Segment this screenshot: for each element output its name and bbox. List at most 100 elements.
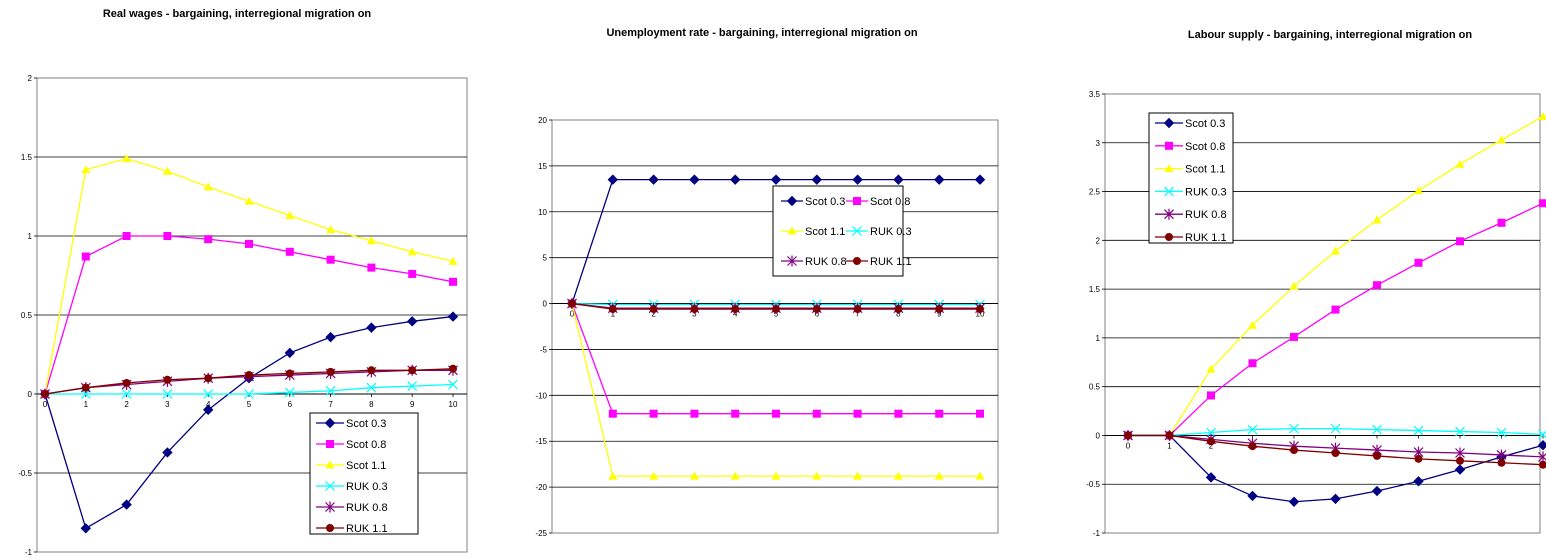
data-point bbox=[406, 316, 418, 327]
x-tick-label: 1 bbox=[1167, 441, 1172, 450]
legend-marker bbox=[326, 524, 334, 532]
series-scot-0-3 bbox=[566, 174, 986, 309]
data-point bbox=[812, 305, 821, 314]
x-tick-label: 7 bbox=[328, 400, 333, 409]
legend-marker bbox=[853, 257, 861, 265]
data-point bbox=[204, 235, 213, 244]
data-point bbox=[1289, 281, 1299, 290]
data-point bbox=[893, 471, 903, 480]
y-tick-label: -1 bbox=[25, 548, 33, 557]
data-point bbox=[122, 154, 132, 163]
x-tick-label: 0 bbox=[43, 400, 48, 409]
data-point bbox=[608, 305, 617, 314]
data-point bbox=[1454, 464, 1466, 475]
data-point bbox=[811, 174, 823, 185]
y-tick-label: -0.5 bbox=[1086, 480, 1100, 489]
legend-label: RUK 0.8 bbox=[346, 502, 388, 514]
data-point bbox=[935, 409, 944, 418]
data-point bbox=[1413, 425, 1424, 436]
legend-entry-scot-0-3: Scot 0.3 bbox=[316, 417, 386, 430]
legend-marker bbox=[786, 195, 798, 207]
legend-marker bbox=[1164, 164, 1174, 173]
data-point bbox=[1497, 218, 1506, 227]
x-tick-label: 4 bbox=[733, 310, 738, 319]
legend-entry-scot-1-1: Scot 1.1 bbox=[781, 226, 845, 238]
y-tick-label: -10 bbox=[535, 391, 547, 400]
data-point bbox=[1207, 391, 1215, 400]
x-tick-label: 3 bbox=[165, 400, 170, 409]
legend-marker bbox=[1163, 117, 1175, 129]
data-point bbox=[162, 166, 172, 175]
legend-marker bbox=[324, 417, 336, 429]
y-tick-label: -25 bbox=[535, 529, 547, 538]
legend-label: RUK 0.8 bbox=[805, 256, 847, 268]
legend-marker bbox=[326, 440, 334, 448]
x-tick-label: 9 bbox=[937, 310, 942, 319]
legend-entry-scot-0-8: Scot 0.8 bbox=[1155, 141, 1225, 153]
data-point bbox=[448, 256, 458, 265]
y-tick-label: -1 bbox=[1093, 529, 1101, 538]
y-tick-label: 1 bbox=[28, 232, 33, 241]
data-point bbox=[1289, 423, 1299, 434]
legend-label: Scot 0.3 bbox=[1185, 118, 1225, 130]
y-tick-label: 0 bbox=[543, 300, 548, 309]
data-point bbox=[408, 366, 417, 375]
data-point bbox=[81, 383, 90, 392]
legend: Scot 0.3 Scot 0.8 Scot 1.1 RUK 0.3 RUK 0.8 RU… bbox=[309, 412, 419, 535]
x-tick-label: 5 bbox=[247, 400, 252, 409]
x-tick-label: 9 bbox=[410, 400, 415, 409]
data-point bbox=[730, 471, 740, 480]
y-tick-label: 0.5 bbox=[21, 311, 33, 320]
data-point bbox=[731, 305, 740, 314]
data-point bbox=[202, 404, 214, 416]
data-point bbox=[326, 225, 336, 234]
data-point bbox=[80, 523, 92, 534]
data-point bbox=[1165, 431, 1174, 440]
data-point bbox=[203, 389, 214, 399]
legend: Scot 0.3 Scot 0.8 Scot 1.1 RUK 0.3 RUK 0.8 RU… bbox=[772, 185, 912, 277]
data-point bbox=[1247, 490, 1258, 502]
data-point bbox=[448, 379, 458, 390]
data-point bbox=[1414, 258, 1423, 267]
legend-entry-scot-0-8: Scot 0.8 bbox=[316, 439, 386, 451]
data-point bbox=[690, 409, 699, 418]
chart-3: Labour supply - bargaining, interregiona… bbox=[1086, 29, 1546, 538]
data-point bbox=[407, 247, 417, 256]
data-point bbox=[607, 174, 619, 185]
legend-label: Scot 1.1 bbox=[805, 226, 845, 238]
data-point bbox=[853, 305, 862, 314]
legend-marker bbox=[1164, 186, 1174, 197]
chart-1: Real wages - bargaining, interregional m… bbox=[18, 8, 468, 557]
series-scot-1-1 bbox=[1123, 111, 1546, 439]
data-point bbox=[408, 269, 417, 278]
data-point bbox=[121, 499, 132, 510]
series-ruk-1-1 bbox=[1124, 431, 1546, 469]
data-point bbox=[325, 385, 336, 396]
legend-marker bbox=[852, 226, 862, 236]
data-point bbox=[852, 174, 863, 185]
x-tick-label: 2 bbox=[124, 400, 129, 409]
data-point bbox=[976, 409, 984, 418]
x-tick-label: 1 bbox=[84, 400, 89, 409]
legend-label: RUK 0.8 bbox=[1185, 209, 1227, 221]
legend-marker bbox=[1164, 208, 1174, 220]
legend-label: RUK 0.3 bbox=[346, 481, 388, 493]
legend-entry-ruk-0-8: RUK 0.8 bbox=[1155, 208, 1227, 221]
data-point bbox=[449, 364, 457, 373]
legend-label: Scot 0.3 bbox=[346, 418, 386, 430]
data-point bbox=[366, 382, 377, 393]
series-scot-0-8 bbox=[1124, 199, 1546, 440]
legend-entry-scot-1-1: Scot 1.1 bbox=[1155, 164, 1225, 176]
data-point bbox=[935, 305, 944, 314]
legend-label: Scot 1.1 bbox=[1185, 164, 1225, 176]
legend-label: Scot 0.3 bbox=[805, 196, 845, 208]
y-tick-label: -0.5 bbox=[18, 469, 32, 478]
data-point bbox=[285, 247, 294, 256]
data-point bbox=[162, 389, 173, 399]
y-tick-label: 2 bbox=[28, 74, 33, 83]
data-point bbox=[203, 182, 213, 191]
y-tick-label: 10 bbox=[538, 208, 547, 217]
legend-label: RUK 1.1 bbox=[346, 523, 388, 535]
data-point bbox=[933, 174, 945, 185]
y-tick-label: 5 bbox=[543, 254, 548, 263]
